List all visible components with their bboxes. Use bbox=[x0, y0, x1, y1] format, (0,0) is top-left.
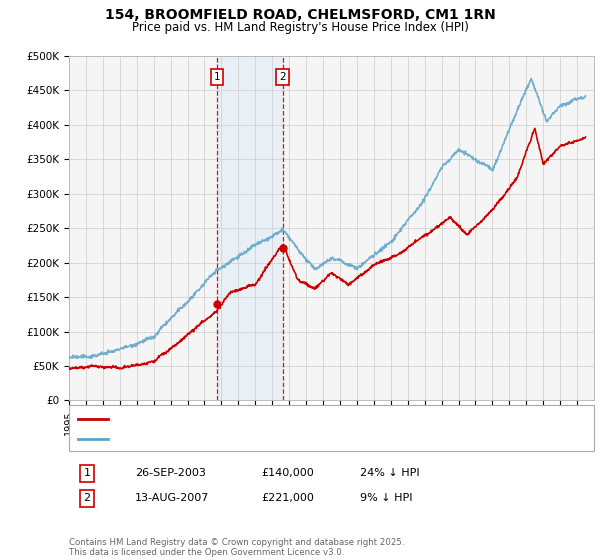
Text: Contains HM Land Registry data © Crown copyright and database right 2025.
This d: Contains HM Land Registry data © Crown c… bbox=[69, 538, 404, 557]
Text: Price paid vs. HM Land Registry's House Price Index (HPI): Price paid vs. HM Land Registry's House … bbox=[131, 21, 469, 34]
Text: 26-SEP-2003: 26-SEP-2003 bbox=[135, 468, 206, 478]
Text: 2: 2 bbox=[280, 72, 286, 82]
Bar bbox=[217, 56, 283, 400]
Text: 154, BROOMFIELD ROAD, CHELMSFORD, CM1 1RN: 154, BROOMFIELD ROAD, CHELMSFORD, CM1 1R… bbox=[104, 8, 496, 22]
Text: £221,000: £221,000 bbox=[261, 493, 314, 503]
Text: 154, BROOMFIELD ROAD, CHELMSFORD, CM1 1RN (semi-detached house): 154, BROOMFIELD ROAD, CHELMSFORD, CM1 1R… bbox=[117, 414, 487, 424]
Text: 2: 2 bbox=[83, 493, 91, 503]
Text: 24% ↓ HPI: 24% ↓ HPI bbox=[360, 468, 419, 478]
Text: 13-AUG-2007: 13-AUG-2007 bbox=[135, 493, 209, 503]
Text: 1: 1 bbox=[83, 468, 91, 478]
Text: 1: 1 bbox=[214, 72, 220, 82]
Text: £140,000: £140,000 bbox=[261, 468, 314, 478]
Text: HPI: Average price, semi-detached house, Chelmsford: HPI: Average price, semi-detached house,… bbox=[117, 435, 386, 444]
Text: 9% ↓ HPI: 9% ↓ HPI bbox=[360, 493, 413, 503]
